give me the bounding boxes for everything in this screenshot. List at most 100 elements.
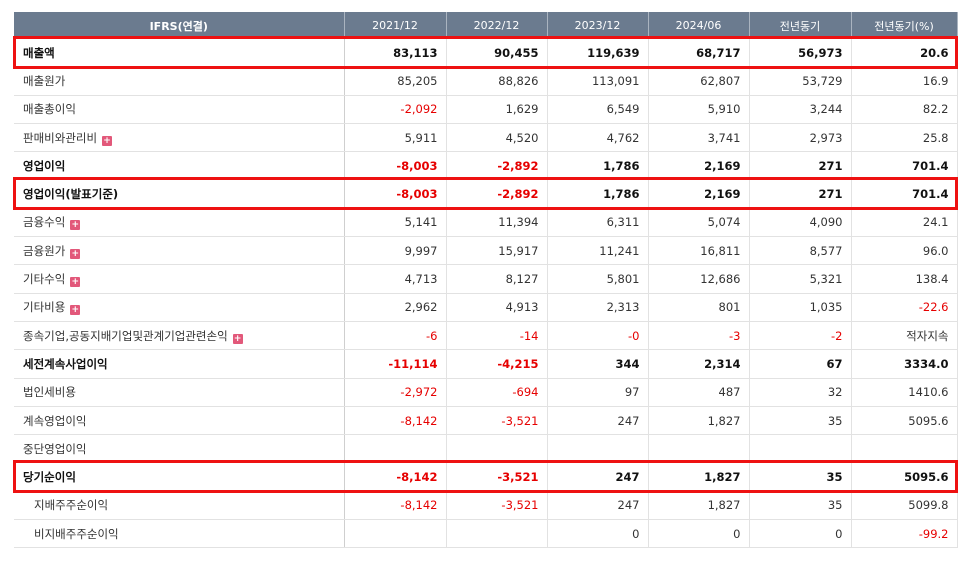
table-row: 매출총이익 -2,092 1,629 6,549 5,910 3,244 82.2 <box>14 95 958 124</box>
value-cell: -3 <box>648 321 750 351</box>
header-period: 2023/12 <box>547 12 649 39</box>
value-cell: -2 <box>749 321 852 351</box>
value-cell: -8,003 <box>344 151 447 181</box>
value-cell: 487 <box>648 378 750 407</box>
value-cell: 5,910 <box>648 95 750 124</box>
table-row: 중단영업이익 <box>14 434 958 464</box>
row-label-text: 법인세비용 <box>23 385 76 400</box>
row-label: 매출액 <box>14 39 345 68</box>
value-cell: 271 <box>749 151 852 181</box>
header-period: 2022/12 <box>446 12 548 39</box>
header-period: 2021/12 <box>344 12 447 39</box>
value-cell: 247 <box>547 491 649 521</box>
value-cell: 701.4 <box>851 179 958 209</box>
value-cell: 2,313 <box>547 293 649 322</box>
value-cell: 적자지속 <box>851 321 958 351</box>
plus-square-icon[interactable]: + <box>102 135 113 146</box>
value-cell: 11,241 <box>547 236 649 266</box>
value-cell: -8,142 <box>344 462 447 492</box>
table-row: 판매비와관리비 +5,911 4,520 4,762 3,741 2,973 25.8 <box>14 123 958 153</box>
row-label[interactable]: 금융원가 + <box>14 236 345 266</box>
value-cell: 1,629 <box>446 95 548 124</box>
row-label-text: 세전계속사업이익 <box>23 356 108 371</box>
value-cell: -8,142 <box>344 406 447 436</box>
value-cell: 2,169 <box>648 179 750 209</box>
value-cell: 97 <box>547 378 649 407</box>
value-cell: -3,521 <box>446 462 548 492</box>
row-label-text: 중단영업이익 <box>23 441 87 456</box>
row-label-text: 영업이익(발표기준) <box>23 187 119 202</box>
row-label-text: 종속기업,공동지배기업및관계기업관련손익 <box>23 328 228 343</box>
value-cell: 35 <box>749 462 852 492</box>
table-row: 매출원가 85,205 88,826 113,091 62,807 53,729 16.9 <box>14 66 958 96</box>
value-cell: 16.9 <box>851 66 958 96</box>
value-cell: 1,827 <box>648 491 750 521</box>
value-cell <box>851 434 958 464</box>
plus-square-icon[interactable]: + <box>70 220 81 231</box>
row-label[interactable]: 판매비와관리비 + <box>14 123 345 153</box>
header-ifrs: IFRS(연결) <box>14 12 345 39</box>
row-label-text: 금융원가 <box>23 243 66 258</box>
value-cell: 1,786 <box>547 179 649 209</box>
value-cell: 1,035 <box>749 293 852 322</box>
value-cell: 2,962 <box>344 293 447 322</box>
row-label[interactable]: 금융수익 + <box>14 208 345 238</box>
value-cell: 53,729 <box>749 66 852 96</box>
row-label: 매출원가 <box>14 66 345 96</box>
value-cell: 12,686 <box>648 264 750 294</box>
row-label-text: 기타수익 <box>23 272 66 287</box>
value-cell: 1,786 <box>547 151 649 181</box>
row-label-text: 판매비와관리비 <box>23 130 98 145</box>
value-cell: 15,917 <box>446 236 548 266</box>
value-cell: 6,311 <box>547 208 649 238</box>
table-row: 금융수익 +5,141 11,394 6,311 5,074 4,090 24.1 <box>14 208 958 238</box>
table-header-row: IFRS(연결) 2021/12 2022/12 2023/12 2024/06 전년동기… <box>14 12 958 39</box>
value-cell: -2,892 <box>446 151 548 181</box>
row-label-text: 비지배주주순이익 <box>34 526 119 541</box>
value-cell: 0 <box>648 519 750 549</box>
value-cell: -3,521 <box>446 491 548 521</box>
plus-square-icon[interactable]: + <box>70 248 81 259</box>
value-cell: 701.4 <box>851 151 958 181</box>
value-cell: 4,713 <box>344 264 447 294</box>
plus-square-icon[interactable]: + <box>232 333 243 344</box>
value-cell <box>547 434 649 464</box>
value-cell <box>648 434 750 464</box>
value-cell: -99.2 <box>851 519 958 549</box>
row-label-text: 지배주주순이익 <box>34 498 109 513</box>
value-cell: 5,911 <box>344 123 447 153</box>
row-label: 중단영업이익 <box>14 434 345 464</box>
value-cell: 67 <box>749 349 852 379</box>
value-cell: -8,003 <box>344 179 447 209</box>
table-row: 기타수익 +4,713 8,127 5,801 12,686 5,321 138.4 <box>14 264 958 294</box>
row-label-text: 매출액 <box>23 45 55 60</box>
row-label[interactable]: 종속기업,공동지배기업및관계기업관련손익 + <box>14 321 345 351</box>
value-cell: 119,639 <box>547 39 649 68</box>
plus-square-icon[interactable]: + <box>70 277 81 288</box>
value-cell: -14 <box>446 321 548 351</box>
value-cell <box>749 434 852 464</box>
row-label: 비지배주주순이익 <box>14 519 345 549</box>
value-cell: 6,549 <box>547 95 649 124</box>
row-label[interactable]: 기타수익 + <box>14 264 345 294</box>
value-cell: 85,205 <box>344 66 447 96</box>
value-cell: 4,913 <box>446 293 548 322</box>
table-row: 당기순이익 -8,142 -3,521 247 1,827 35 5095.6 <box>14 462 958 492</box>
row-label-text: 매출총이익 <box>23 102 76 117</box>
value-cell: 8,127 <box>446 264 548 294</box>
value-cell <box>344 434 447 464</box>
table-row: 영업이익 -8,003 -2,892 1,786 2,169 271 701.4 <box>14 151 958 181</box>
row-label[interactable]: 기타비용 + <box>14 293 345 322</box>
plus-square-icon[interactable]: + <box>70 305 81 316</box>
value-cell <box>344 519 447 549</box>
value-cell: 138.4 <box>851 264 958 294</box>
value-cell: -0 <box>547 321 649 351</box>
value-cell: 113,091 <box>547 66 649 96</box>
header-period: 전년동기(%) <box>851 12 958 39</box>
value-cell: -8,142 <box>344 491 447 521</box>
value-cell: 4,090 <box>749 208 852 238</box>
value-cell: -694 <box>446 378 548 407</box>
row-label: 매출총이익 <box>14 95 345 124</box>
value-cell: 5095.6 <box>851 406 958 436</box>
value-cell: -11,114 <box>344 349 447 379</box>
